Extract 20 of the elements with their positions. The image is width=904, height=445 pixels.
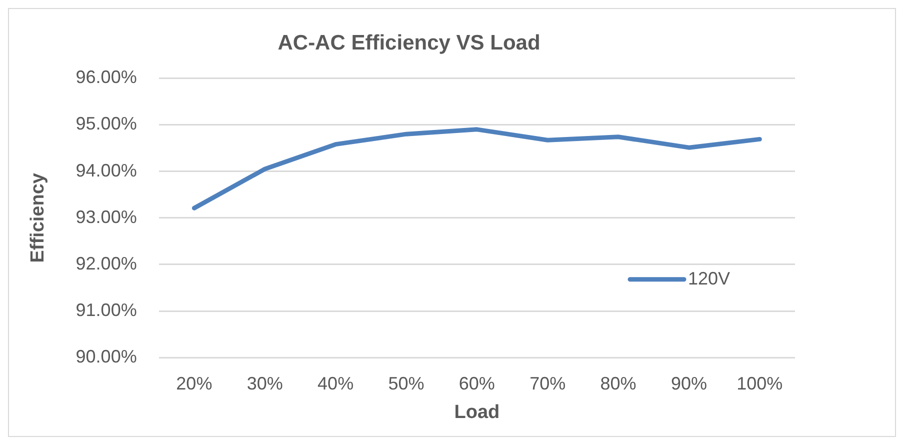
x-tick-label: 50% [388, 373, 424, 394]
y-tick-label: 92.00% [76, 253, 137, 274]
y-axis-title: Efficiency [28, 172, 49, 263]
y-tick-label: 95.00% [76, 114, 137, 134]
y-tick-label: 94.00% [76, 160, 137, 180]
y-tick-label: 91.00% [76, 300, 137, 320]
x-tick-label: 20% [176, 373, 212, 394]
y-tick-label: 93.00% [76, 206, 137, 227]
chart-title: AC-AC Efficiency VS Load [278, 31, 540, 54]
y-tick-label: 96.00% [76, 67, 137, 88]
x-tick-label: 100% [736, 373, 783, 394]
x-tick-label: 60% [458, 373, 495, 394]
x-tick-label: 70% [530, 373, 566, 394]
x-tick-label: 40% [318, 373, 354, 394]
x-tick-label: 30% [246, 373, 283, 394]
legend-label: 120V [688, 268, 730, 288]
x-tick-label: 90% [670, 373, 707, 394]
x-axis-title: Load [454, 402, 500, 423]
y-tick-label: 90.00% [76, 346, 137, 367]
x-tick-label: 80% [600, 373, 636, 394]
